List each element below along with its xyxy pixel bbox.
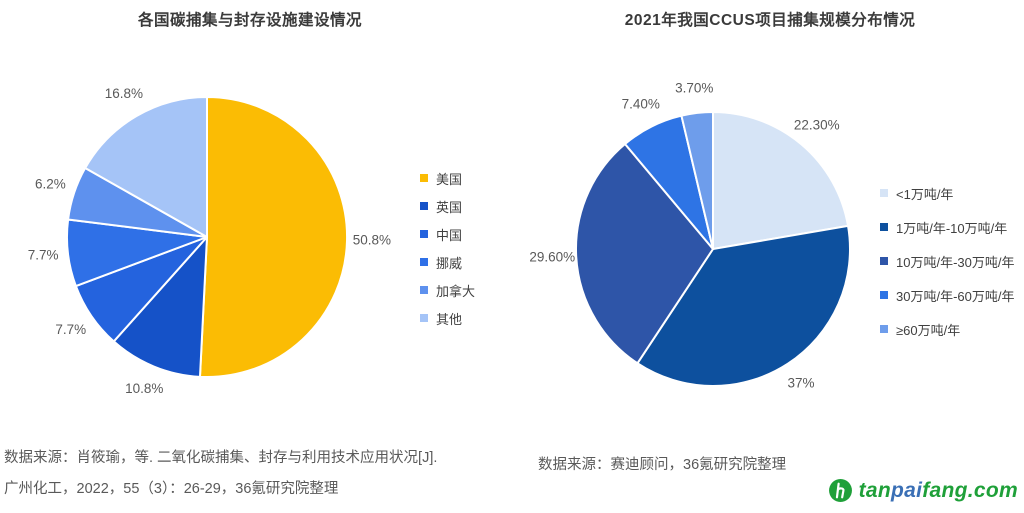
pie1-slice-0 [198, 96, 349, 378]
legend-label: 英国 [436, 199, 463, 215]
legend-label: 中国 [436, 227, 463, 243]
right-legend: <1万吨/年 1万吨/年-10万吨/年 10万吨/年-30万吨/年 30万吨/年… [880, 176, 1014, 346]
legend-label: <1万吨/年 [896, 186, 954, 202]
legend-label: 1万吨/年-10万吨/年 [896, 220, 1008, 236]
left-source-text: 数据来源：肖筱瑜，等. 二氧化碳捕集、封存与利用技术应用状况[J]. 广州化工，… [4, 443, 437, 505]
left-chart-title: 各国碳捕集与封存设施建设情况 [137, 12, 362, 29]
logo-text-pai: pai [891, 478, 923, 502]
legend-swatch [420, 230, 428, 238]
left-source-line1: 数据来源：肖筱瑜，等. 二氧化碳捕集、封存与利用技术应用状况[J]. [4, 450, 438, 466]
legend-item: 英国 [420, 192, 475, 220]
tanpaifang-logo[interactable]: tanpaifang.com [828, 478, 1018, 503]
legend-item: 加拿大 [420, 276, 475, 304]
legend-swatch [420, 258, 428, 266]
legend-item: 30万吨/年-60万吨/年 [880, 278, 1014, 312]
pie2-slice-2 [575, 142, 714, 365]
logo-text: tanpaifang.com [859, 479, 1018, 503]
right-chart-title: 2021年我国CCUS项目捕集规模分布情况 [624, 12, 916, 29]
pie2-value-label-4: 3.70% [675, 81, 713, 96]
pie1-value-label-1: 10.8% [125, 381, 163, 396]
pie2-value-label-0: 22.30% [794, 117, 840, 132]
legend-swatch [880, 291, 888, 299]
legend-swatch [420, 174, 428, 182]
legend-swatch [420, 202, 428, 210]
pie2-value-label-3: 7.40% [622, 97, 660, 112]
pie2-slice-1 [636, 224, 851, 387]
legend-label: 30万吨/年-60万吨/年 [896, 288, 1015, 304]
legend-label: 加拿大 [436, 283, 476, 299]
legend-item: 其他 [420, 304, 475, 332]
legend-swatch [420, 314, 428, 322]
legend-item: 美国 [420, 164, 475, 192]
legend-swatch [880, 257, 888, 265]
tanpaifang-leaf-icon [828, 479, 852, 502]
pie1-slice-1 [112, 236, 208, 378]
pie1-slice-5 [84, 96, 208, 238]
legend-label: 美国 [436, 171, 463, 187]
pie1-value-label-5: 16.8% [105, 86, 143, 101]
pie2-value-label-2: 29.60% [529, 250, 575, 265]
left-source-line2: 广州化工，2022，55（3）：26-29，36氪研究院整理 [4, 481, 339, 497]
legend-label: 挪威 [436, 255, 463, 271]
pie1-value-label-2: 7.7% [55, 322, 86, 337]
legend-swatch [880, 325, 888, 333]
legend-item: 中国 [420, 220, 475, 248]
logo-text-fang: fang.com [922, 478, 1018, 502]
legend-label: ≥60万吨/年 [896, 322, 961, 338]
pie1-value-label-0: 50.8% [353, 233, 391, 248]
legend-item: 10万吨/年-30万吨/年 [880, 244, 1014, 278]
legend-label: 10万吨/年-30万吨/年 [896, 254, 1015, 270]
legend-item: ≥60万吨/年 [880, 312, 1014, 346]
legend-swatch [420, 286, 428, 294]
logo-text-tan: tan [858, 478, 891, 502]
pie1-value-label-3: 7.7% [28, 248, 59, 263]
legend-swatch [880, 189, 888, 197]
legend-item: 挪威 [420, 248, 475, 276]
right-source-text: 数据来源：赛迪顾问，36氪研究院整理 [538, 457, 787, 473]
pie2-slice-0 [712, 111, 850, 250]
legend-item: <1万吨/年 [880, 176, 1014, 210]
pie2-value-label-1: 37% [787, 375, 814, 390]
legend-item: 1万吨/年-10万吨/年 [880, 210, 1014, 244]
pie2-slice-4 [680, 111, 714, 250]
legend-swatch [880, 223, 888, 231]
legend-label: 其他 [436, 311, 463, 327]
pie1-value-label-4: 6.2% [35, 177, 66, 192]
left-legend: 美国 英国 中国 挪威 加拿大 其他 [420, 164, 475, 332]
